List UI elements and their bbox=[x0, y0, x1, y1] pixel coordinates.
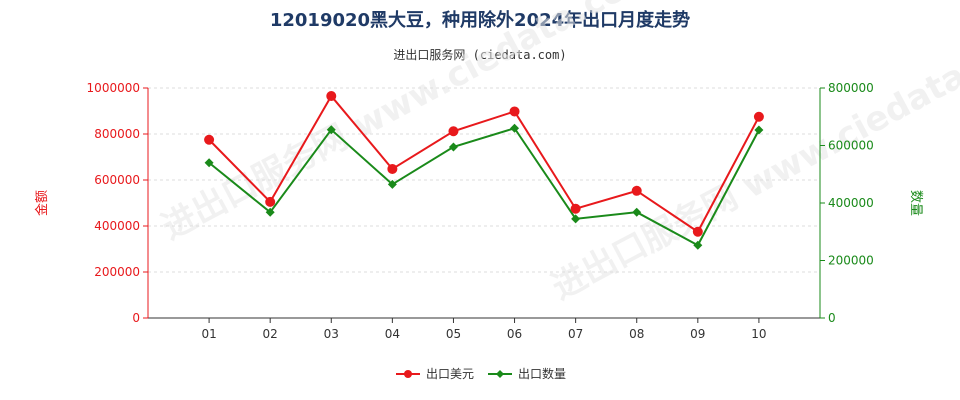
right-axis-title: 数量 bbox=[908, 190, 923, 216]
data-point-quantity[interactable] bbox=[632, 207, 642, 217]
data-point-quantity[interactable] bbox=[204, 158, 214, 168]
x-axis-tick-label: 03 bbox=[324, 327, 339, 341]
right-axis-tick-label: 200000 bbox=[828, 254, 874, 268]
x-axis-tick-label: 08 bbox=[629, 327, 644, 341]
left-axis-tick-label: 800000 bbox=[94, 127, 140, 141]
x-axis-tick-label: 05 bbox=[446, 327, 461, 341]
data-point-amount[interactable] bbox=[509, 106, 520, 117]
watermark-text: 进出口服务网 www.ciedata.com bbox=[545, 13, 960, 308]
legend-label-quantity[interactable]: 出口数量 bbox=[518, 366, 566, 381]
data-point-quantity[interactable] bbox=[571, 214, 581, 224]
series-line-amount bbox=[208, 94, 760, 234]
data-point-amount[interactable] bbox=[326, 91, 337, 102]
x-axis-tick-label: 07 bbox=[568, 327, 583, 341]
data-point-quantity[interactable] bbox=[754, 125, 764, 135]
x-axis-tick-label: 10 bbox=[751, 327, 766, 341]
legend-marker-amount bbox=[404, 370, 412, 378]
data-point-amount[interactable] bbox=[448, 126, 459, 137]
data-point-quantity[interactable] bbox=[510, 123, 520, 133]
right-axis-tick-label: 600000 bbox=[828, 139, 874, 153]
watermark-text: 进出口服务网 www.ciedata.com bbox=[155, 0, 663, 248]
data-point-amount[interactable] bbox=[204, 134, 215, 145]
left-axis-tick-label: 0 bbox=[132, 311, 140, 325]
left-axis-title: 金额 bbox=[34, 190, 50, 216]
data-point-quantity[interactable] bbox=[326, 125, 336, 135]
x-axis-tick-label: 02 bbox=[263, 327, 278, 341]
chart-title: 12019020黑大豆，种用除外2024年出口月度走势 bbox=[269, 10, 691, 31]
left-axis-tick-label: 400000 bbox=[94, 219, 140, 233]
data-point-amount[interactable] bbox=[692, 226, 703, 237]
x-axis-tick-label: 01 bbox=[201, 327, 216, 341]
data-point-amount[interactable] bbox=[265, 196, 276, 207]
data-point-amount[interactable] bbox=[753, 111, 764, 122]
right-axis-tick-label: 0 bbox=[828, 311, 836, 325]
x-axis-tick-label: 09 bbox=[690, 327, 705, 341]
x-axis-tick-label: 06 bbox=[507, 327, 522, 341]
data-point-amount[interactable] bbox=[631, 185, 642, 196]
left-axis-tick-label: 1000000 bbox=[87, 81, 140, 95]
left-axis-tick-label: 200000 bbox=[94, 265, 140, 279]
data-point-quantity[interactable] bbox=[387, 179, 397, 189]
data-point-quantity[interactable] bbox=[693, 240, 703, 250]
chart-subtitle: 进出口服务网 (ciedata.com) bbox=[393, 48, 567, 62]
data-point-amount[interactable] bbox=[570, 203, 581, 214]
legend-label-amount[interactable]: 出口美元 bbox=[426, 367, 474, 381]
data-point-quantity[interactable] bbox=[265, 207, 275, 217]
right-axis-tick-label: 400000 bbox=[828, 196, 874, 210]
legend-marker-quantity bbox=[496, 370, 504, 378]
data-point-amount[interactable] bbox=[387, 163, 398, 174]
series-line-quantity bbox=[208, 127, 760, 247]
x-axis-tick-label: 04 bbox=[385, 327, 400, 341]
data-point-quantity[interactable] bbox=[448, 142, 458, 152]
left-axis-tick-label: 600000 bbox=[94, 173, 140, 187]
right-axis-tick-label: 800000 bbox=[828, 81, 874, 95]
